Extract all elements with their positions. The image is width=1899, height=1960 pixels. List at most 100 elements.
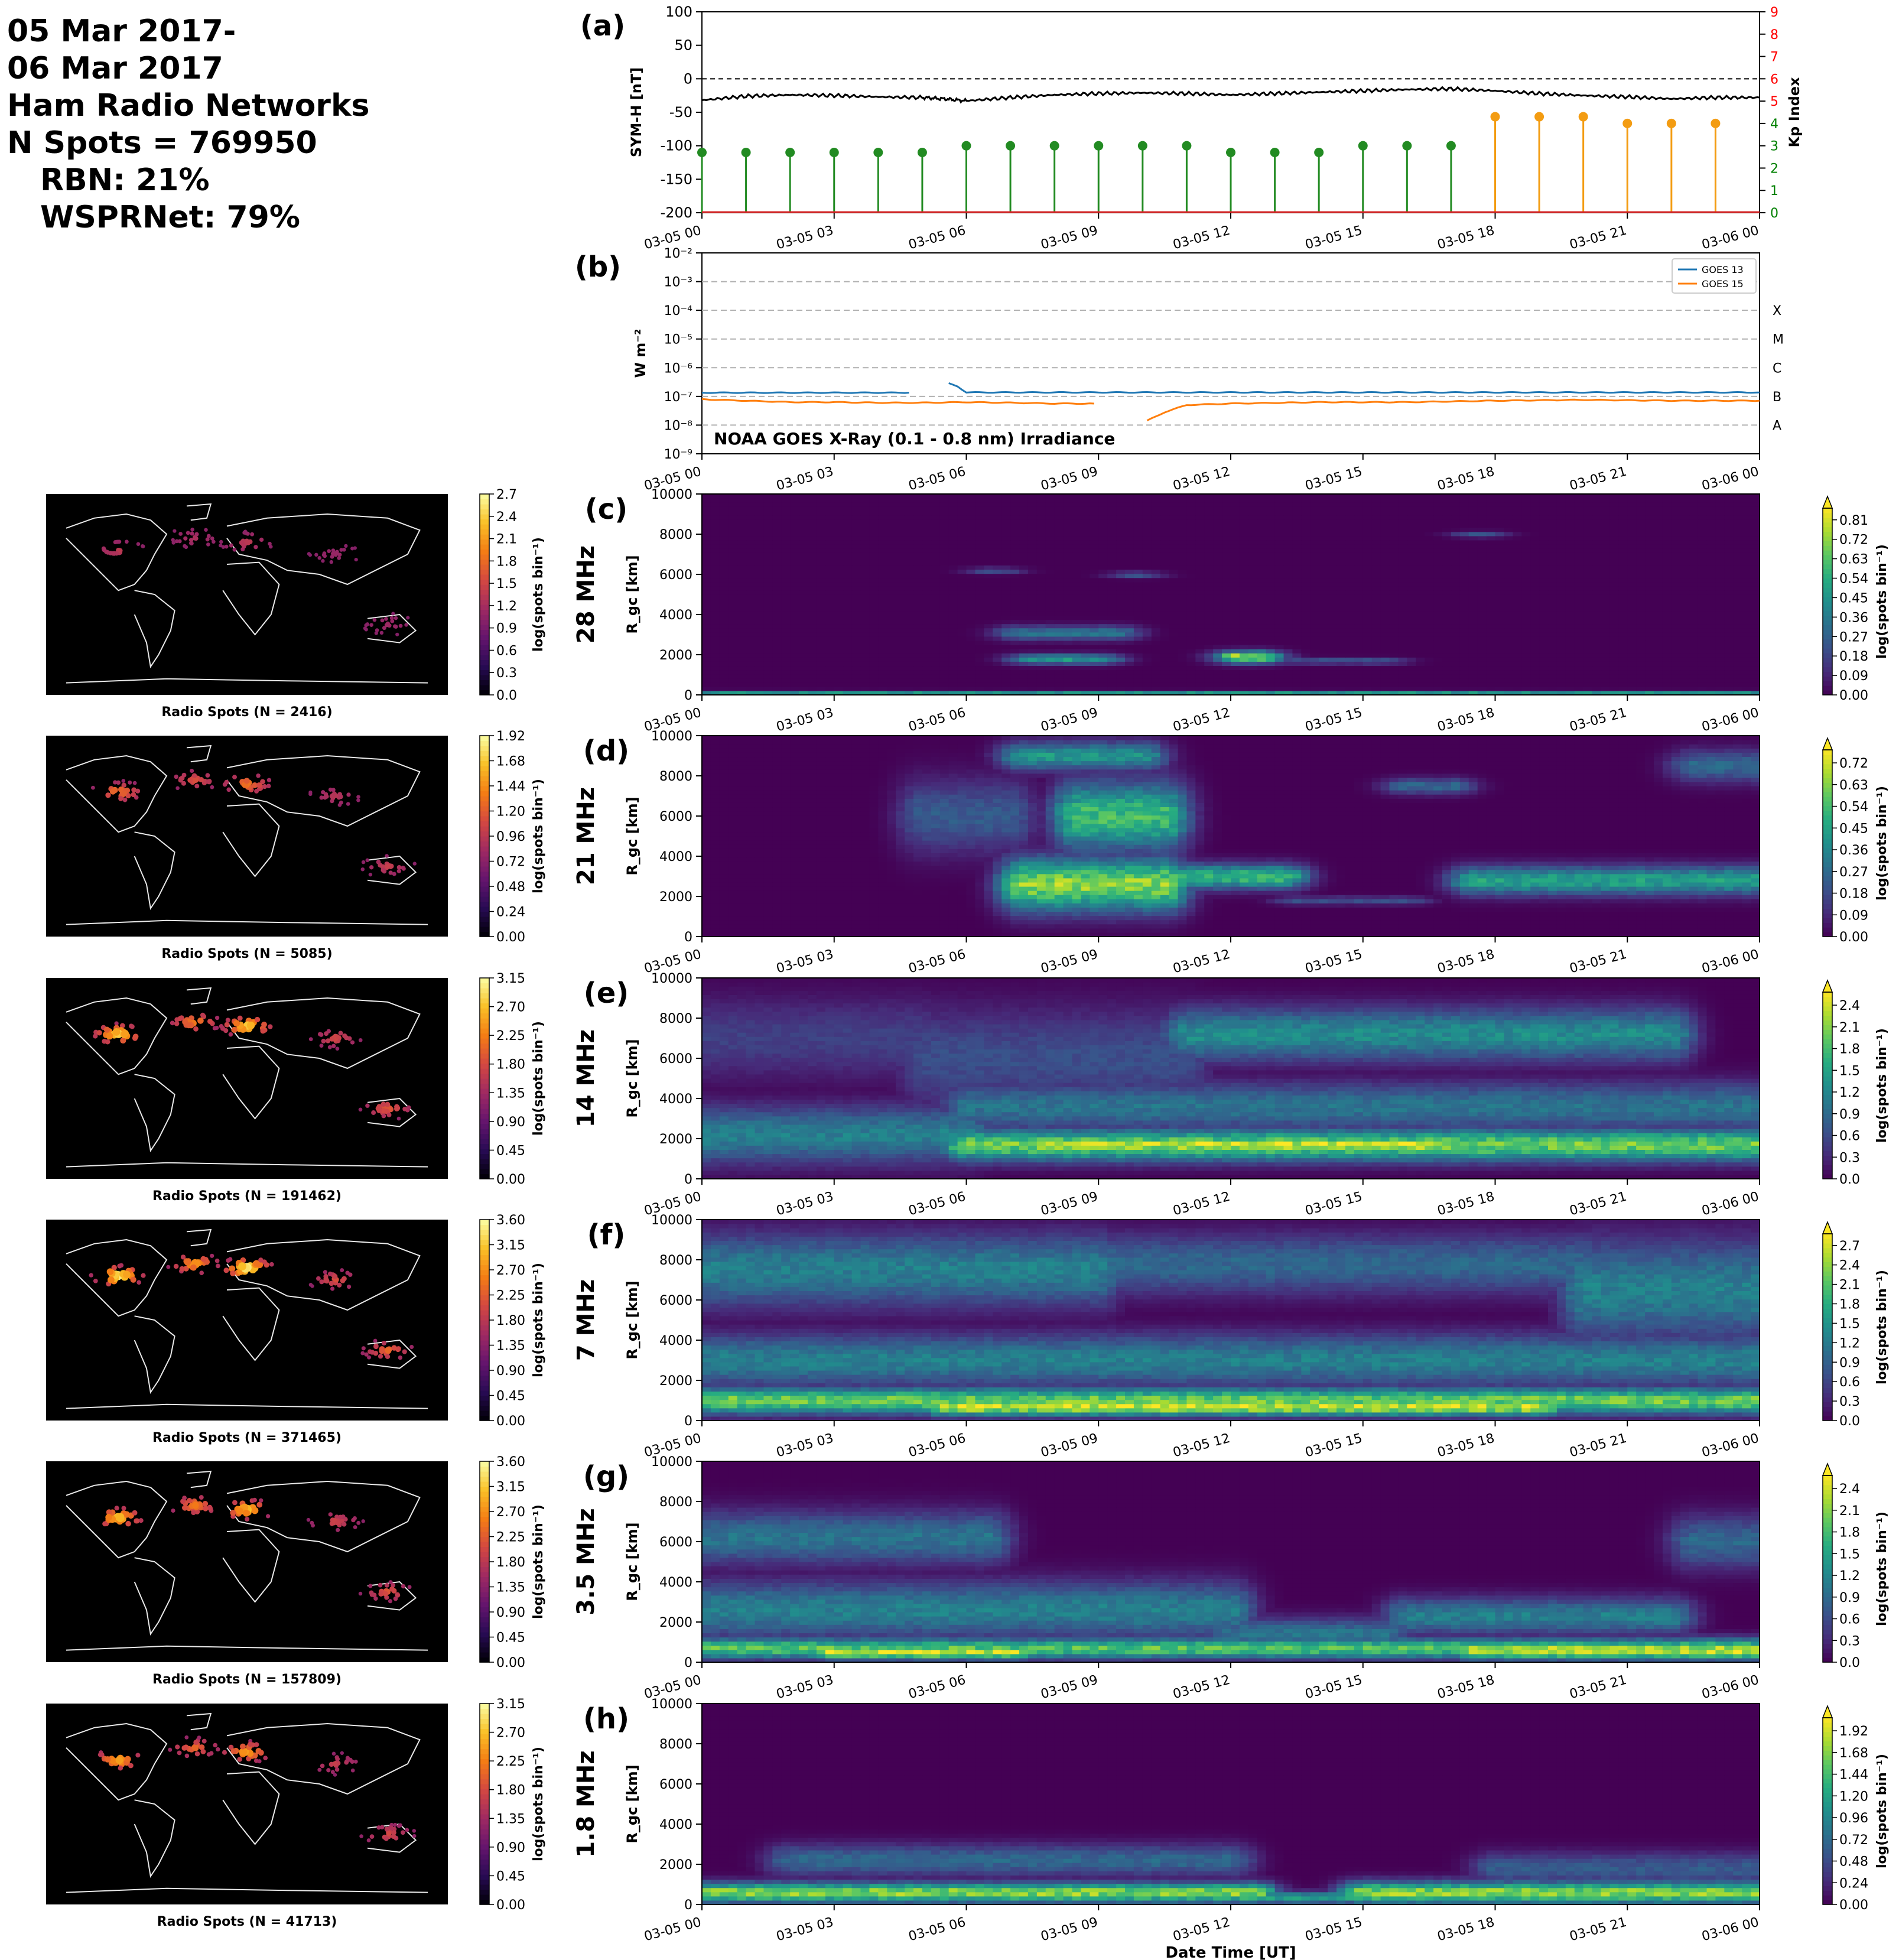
heatmap-cell <box>993 557 1002 561</box>
heatmap-cell <box>711 544 720 549</box>
heatmap-cell <box>1504 574 1513 578</box>
heatmap-cell <box>1195 594 1205 599</box>
heatmap-cell <box>720 682 729 687</box>
goes-series-line <box>949 383 1760 392</box>
heatmap-cell <box>737 590 747 595</box>
heatmap-cell <box>1627 582 1637 587</box>
heatmap-cell <box>869 645 879 649</box>
heatmap-cell <box>1715 590 1725 595</box>
heatmap-cell <box>1407 565 1416 570</box>
heatmap-cell <box>1055 661 1064 666</box>
heatmap-cell <box>1504 561 1513 565</box>
heatmap-cell <box>1248 620 1258 625</box>
heatmap-cell <box>1284 552 1293 557</box>
heatmap-cell <box>1575 624 1584 629</box>
heatmap-cell <box>1469 628 1478 633</box>
heatmap-cell <box>1037 532 1046 537</box>
heatmap-cell <box>1275 636 1285 641</box>
heatmap-cell <box>746 628 756 633</box>
heatmap-cell <box>869 590 879 595</box>
heatmap-cell <box>1663 570 1672 574</box>
heatmap-cell <box>1125 641 1134 645</box>
heatmap-cell <box>1698 536 1708 541</box>
heatmap-cell <box>852 599 861 603</box>
heatmap-cell <box>1169 552 1179 557</box>
heatmap-cell <box>772 620 782 625</box>
heatmap-cell <box>711 687 720 691</box>
heatmap-cell <box>1601 532 1611 537</box>
heatmap-cell <box>1354 552 1364 557</box>
heatmap-cell <box>1152 586 1161 591</box>
heatmap-cell <box>1680 661 1690 666</box>
heatmap-cell <box>1654 548 1663 553</box>
heatmap-cell <box>1609 653 1619 658</box>
heatmap-cell <box>1372 561 1381 565</box>
heatmap-cell <box>799 628 808 633</box>
heatmap-cell <box>755 645 765 649</box>
heatmap-cell <box>834 524 844 528</box>
heatmap-cell <box>905 632 914 637</box>
heatmap-cell <box>913 561 923 565</box>
heatmap-cell <box>720 657 729 662</box>
heatmap-cell <box>1636 615 1646 620</box>
heatmap-cell <box>1345 528 1355 532</box>
heatmap-cell <box>1575 615 1584 620</box>
heatmap-cell <box>1178 624 1188 629</box>
heatmap-cell <box>1742 582 1751 587</box>
heatmap-cell <box>1583 552 1593 557</box>
heatmap-cell <box>869 670 879 675</box>
heatmap-cell <box>1204 678 1214 683</box>
heatmap-cell <box>808 661 817 666</box>
heatmap-cell <box>1530 607 1540 612</box>
heatmap-cell <box>1310 620 1319 625</box>
heatmap-cell <box>1495 544 1505 549</box>
heatmap-cell <box>1240 615 1249 620</box>
heatmap-cell <box>1292 628 1302 633</box>
heatmap-cell <box>1222 590 1231 595</box>
heatmap-cell <box>1284 536 1293 541</box>
heatmap-cell <box>1160 624 1170 629</box>
heatmap-cell <box>1107 536 1117 541</box>
heatmap-cell <box>967 586 976 591</box>
heatmap-cell <box>922 624 932 629</box>
heatmap-cell <box>1345 645 1355 649</box>
heatmap-cell <box>869 532 879 537</box>
heatmap-cell <box>1363 532 1373 537</box>
heatmap-cell <box>1266 682 1276 687</box>
heatmap-cell <box>1337 636 1346 641</box>
heatmap-cell <box>869 552 879 557</box>
heatmap-cell <box>1231 687 1240 691</box>
heatmap-cell <box>1186 548 1196 553</box>
heatmap-cell <box>1310 536 1319 541</box>
heatmap-cell <box>1072 636 1082 641</box>
heatmap-cell <box>1257 636 1267 641</box>
heatmap-cell <box>1425 565 1434 570</box>
heatmap-cell <box>1530 636 1540 641</box>
heatmap-cell <box>1213 528 1222 532</box>
heatmap-cell <box>1363 528 1373 532</box>
heatmap-cell <box>1601 607 1611 612</box>
heatmap-cell <box>737 665 747 670</box>
heatmap-cell <box>1672 653 1681 658</box>
heatmap-cell <box>1609 599 1619 603</box>
kp-tick-label: 3 <box>1770 139 1778 154</box>
heatmap-cell <box>1001 590 1011 595</box>
heatmap-cell <box>984 582 993 587</box>
heatmap-cell <box>1107 607 1117 612</box>
heatmap-cell <box>1328 544 1337 549</box>
heatmap-cell <box>878 540 887 545</box>
heatmap-cell <box>825 552 835 557</box>
heatmap-cell <box>1425 641 1434 645</box>
heatmap-cell <box>1707 552 1716 557</box>
heatmap-cell <box>1116 657 1126 662</box>
heatmap-cell <box>1451 674 1461 679</box>
heatmap-cell <box>878 653 887 658</box>
heatmap-cell <box>1609 590 1619 595</box>
heatmap-cell <box>1072 611 1082 616</box>
heatmap-cell <box>1618 574 1628 578</box>
heatmap-cell <box>825 544 835 549</box>
heatmap-cell <box>1618 536 1628 541</box>
heatmap-cell <box>1469 641 1478 645</box>
heatmap-cell <box>1425 632 1434 637</box>
